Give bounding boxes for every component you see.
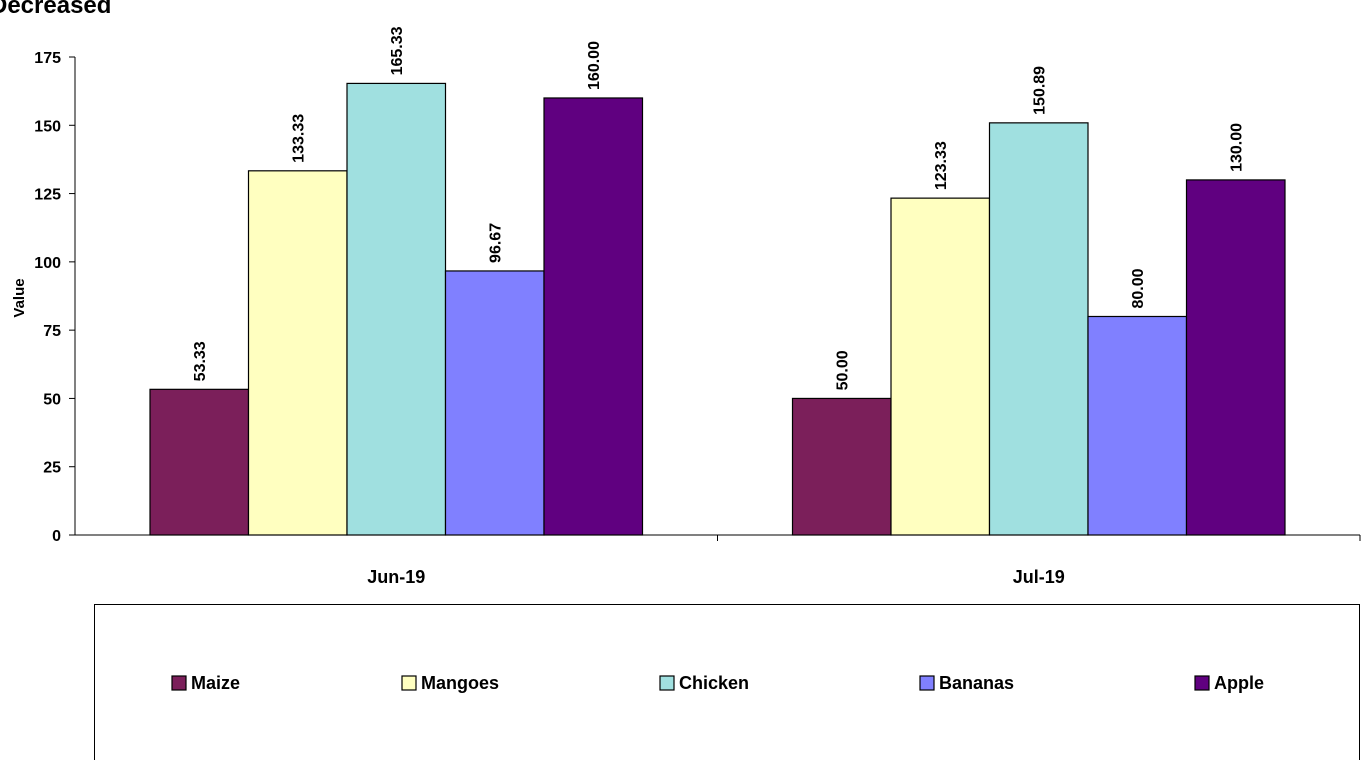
data-label: 150.89: [1032, 66, 1049, 115]
data-label: 165.33: [389, 26, 406, 75]
bar: [149, 388, 250, 536]
bar: [247, 170, 348, 536]
x-tick-label: Jun-19: [367, 567, 425, 587]
data-label: 123.33: [933, 141, 950, 190]
chart-title: Decreased: [0, 0, 112, 19]
legend: [94, 604, 1360, 760]
bar: [543, 97, 644, 536]
y-tick-label: 50: [43, 391, 61, 408]
bar: [1087, 315, 1188, 536]
bars: [149, 82, 1286, 536]
bar: [444, 270, 545, 536]
bar: [791, 397, 892, 536]
data-label: 50.00: [835, 350, 852, 390]
y-tick-label: 150: [34, 118, 61, 135]
bar: [346, 82, 447, 536]
data-label: 160.00: [586, 41, 603, 90]
x-tick-label: Jul-19: [1013, 567, 1065, 587]
y-tick-label: 0: [52, 528, 61, 545]
y-axis-title: Value: [11, 278, 28, 317]
data-label: 53.33: [192, 341, 209, 381]
y-tick-label: 175: [34, 50, 61, 67]
y-tick-label: 25: [43, 460, 61, 477]
bar: [988, 122, 1089, 536]
data-label: 130.00: [1229, 123, 1246, 172]
y-tick-label: 75: [43, 323, 61, 340]
bar: [1185, 179, 1286, 536]
axes: 0 25 50 75 100 125 150 175 Jun-19 Jul-19: [34, 50, 1361, 587]
y-tick-label: 100: [34, 255, 61, 272]
data-label: 133.33: [291, 114, 308, 163]
data-labels: 53.33 50.00 133.33 123.33 165.33 150.89 96.67 8…: [192, 26, 1246, 390]
bar: [890, 197, 991, 536]
y-tick-label: 125: [34, 187, 61, 204]
data-label: 80.00: [1130, 268, 1147, 308]
data-label: 96.67: [488, 223, 505, 263]
